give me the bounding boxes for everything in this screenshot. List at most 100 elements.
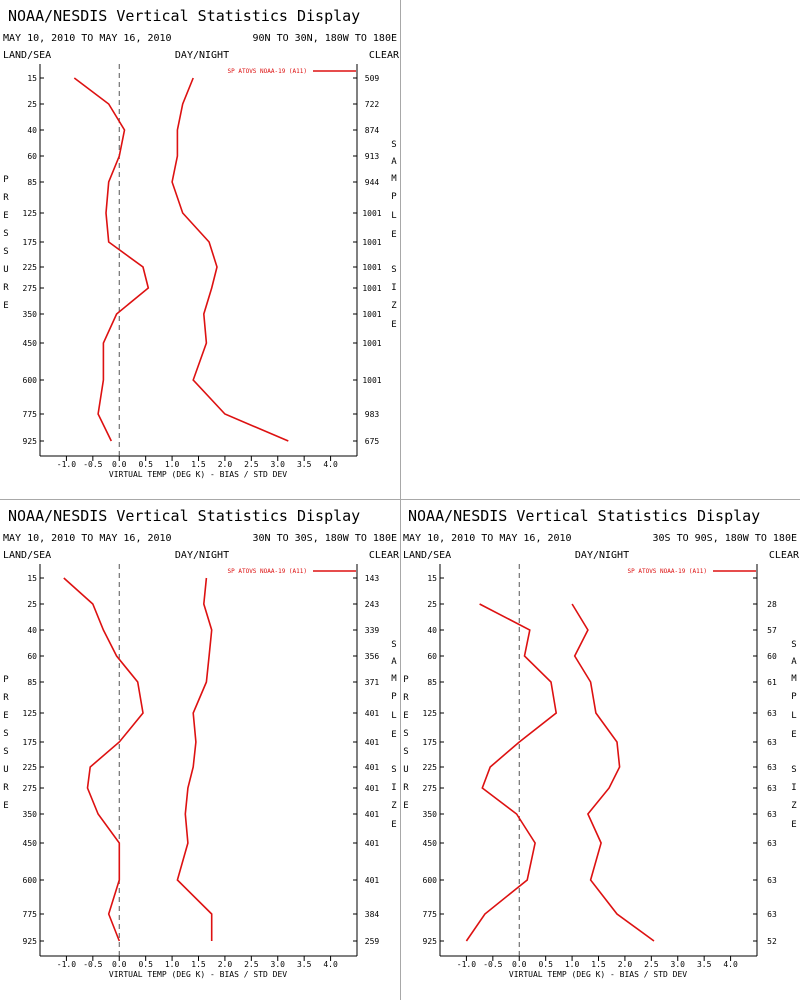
sample-size-axis-letter: M: [391, 174, 397, 184]
pressure-tick-label: 175: [423, 738, 438, 747]
x-tick-label: 1.5: [591, 960, 606, 969]
y-axis-label-letter: S: [3, 729, 8, 739]
y-axis-label-letter: R: [3, 783, 9, 793]
date-range: MAY 10, 2010 TO MAY 16, 2010: [403, 533, 572, 544]
pressure-tick-label: 600: [423, 876, 438, 885]
y-axis-label-letter: S: [403, 747, 408, 757]
x-tick-label: 0.0: [512, 960, 527, 969]
sample-size-axis-letter: I: [791, 783, 796, 793]
pressure-tick-label: 925: [23, 437, 38, 446]
sample-size-value: 722: [365, 100, 380, 109]
x-tick-label: 4.0: [723, 960, 738, 969]
sample-size-axis-letter: A: [391, 157, 397, 167]
pressure-tick-label: 85: [27, 678, 37, 687]
pressure-tick-label: 60: [27, 152, 37, 161]
sample-size-value: 63: [767, 709, 777, 718]
sample-size-axis-letter: E: [791, 820, 796, 830]
std-dev-series-line: [571, 603, 655, 942]
sample-size-axis-letter: P: [391, 192, 397, 202]
pressure-tick-label: 60: [427, 652, 437, 661]
chart-svg: NOAA/NESDIS Vertical Statistics Display M…: [3, 7, 400, 479]
x-tick-label: 0.0: [112, 960, 127, 969]
sample-size-axis-letter: Z: [391, 801, 397, 811]
x-tick-label: 3.0: [671, 960, 686, 969]
y-axis-label-letter: P: [403, 675, 409, 685]
x-tick-label: -0.5: [83, 960, 102, 969]
sample-size-value: 371: [365, 678, 380, 687]
sample-size-value: 356: [365, 652, 380, 661]
chart-panel-tropics: NOAA/NESDIS Vertical Statistics Display M…: [0, 500, 400, 1000]
sample-size-value: 1001: [362, 339, 381, 348]
pressure-tick-label: 450: [423, 839, 438, 848]
legend-label: SP ATOVS NOAA-19 (A11): [628, 568, 707, 575]
sample-size-value: 401: [365, 876, 380, 885]
sample-size-value: 63: [767, 810, 777, 819]
pressure-tick-label: 175: [23, 238, 38, 247]
pressure-tick-label: 275: [23, 784, 38, 793]
sample-size-axis-letter: P: [391, 692, 397, 702]
pressure-tick-label: 600: [23, 376, 38, 385]
y-axis-label-letter: S: [403, 729, 408, 739]
sample-size-axis-letter: M: [391, 674, 397, 684]
chart-panel-north: NOAA/NESDIS Vertical Statistics Display M…: [0, 0, 400, 500]
clear-label: CLEAR: [369, 550, 400, 561]
sample-size-axis-letter: E: [391, 730, 396, 740]
x-tick-label: 3.5: [297, 960, 312, 969]
sample-size-axis-letter: L: [391, 211, 396, 221]
pressure-tick-label: 775: [23, 910, 38, 919]
pressure-tick-label: 925: [423, 937, 438, 946]
y-axis-label-letter: S: [3, 747, 8, 757]
sample-size-axis-letter: E: [391, 820, 396, 830]
sample-size-axis-letter: M: [791, 674, 797, 684]
sample-size-axis-letter: L: [391, 711, 396, 721]
sample-size-axis-letter: S: [791, 765, 796, 775]
sample-size-value: 384: [365, 910, 380, 919]
sample-size-value: 1001: [362, 263, 381, 272]
sample-size-axis-letter: S: [791, 640, 796, 650]
std-dev-series-line: [171, 77, 289, 442]
sample-size-value: 401: [365, 784, 380, 793]
sample-size-value: 401: [365, 738, 380, 747]
land-sea-label: LAND/SEA: [3, 550, 51, 561]
y-axis-label-letter: S: [3, 229, 8, 239]
pressure-tick-label: 175: [23, 738, 38, 747]
y-axis-label-letter: U: [3, 765, 8, 775]
pressure-tick-label: 40: [427, 626, 437, 635]
sample-size-value: 1001: [362, 238, 381, 247]
x-tick-label: 2.5: [244, 960, 259, 969]
y-axis-label-letter: S: [3, 247, 8, 257]
sample-size-value: 1001: [362, 209, 381, 218]
sample-size-value: 63: [767, 784, 777, 793]
display-title: NOAA/NESDIS Vertical Statistics Display: [8, 7, 360, 25]
x-tick-label: 2.0: [218, 960, 233, 969]
sample-size-value: 401: [365, 810, 380, 819]
sample-size-value: 52: [767, 937, 777, 946]
sample-size-value: 339: [365, 626, 380, 635]
y-axis-label-letter: U: [403, 765, 408, 775]
x-axis-label: VIRTUAL TEMP (DEG K) - BIAS / STD DEV: [109, 970, 287, 979]
sample-size-value: 63: [767, 910, 777, 919]
chart-svg: NOAA/NESDIS Vertical Statistics Display M…: [3, 507, 400, 979]
region-label: 30S TO 90S, 180W TO 180E: [653, 533, 798, 544]
sample-size-value: 63: [767, 876, 777, 885]
x-tick-label: 2.5: [644, 960, 659, 969]
pressure-tick-label: 40: [27, 126, 37, 135]
x-tick-label: 1.5: [191, 960, 206, 969]
sample-size-axis-letter: I: [391, 283, 396, 293]
pressure-tick-label: 85: [427, 678, 437, 687]
x-tick-label: 3.0: [271, 460, 286, 469]
sample-size-value: 1001: [362, 376, 381, 385]
pressure-tick-label: 600: [23, 876, 38, 885]
date-range: MAY 10, 2010 TO MAY 16, 2010: [3, 33, 172, 44]
region-label: 30N TO 30S, 180W TO 180E: [253, 533, 398, 544]
chart-svg: NOAA/NESDIS Vertical Statistics Display M…: [403, 507, 800, 979]
y-axis-label-letter: E: [3, 301, 8, 311]
x-tick-label: 2.5: [244, 460, 259, 469]
clear-label: CLEAR: [769, 550, 800, 561]
sample-size-value: 1001: [362, 310, 381, 319]
pressure-tick-label: 775: [423, 910, 438, 919]
y-axis-label-letter: R: [3, 283, 9, 293]
sample-size-axis-letter: P: [791, 692, 797, 702]
land-sea-label: LAND/SEA: [3, 50, 51, 61]
sample-size-axis-letter: S: [391, 765, 396, 775]
